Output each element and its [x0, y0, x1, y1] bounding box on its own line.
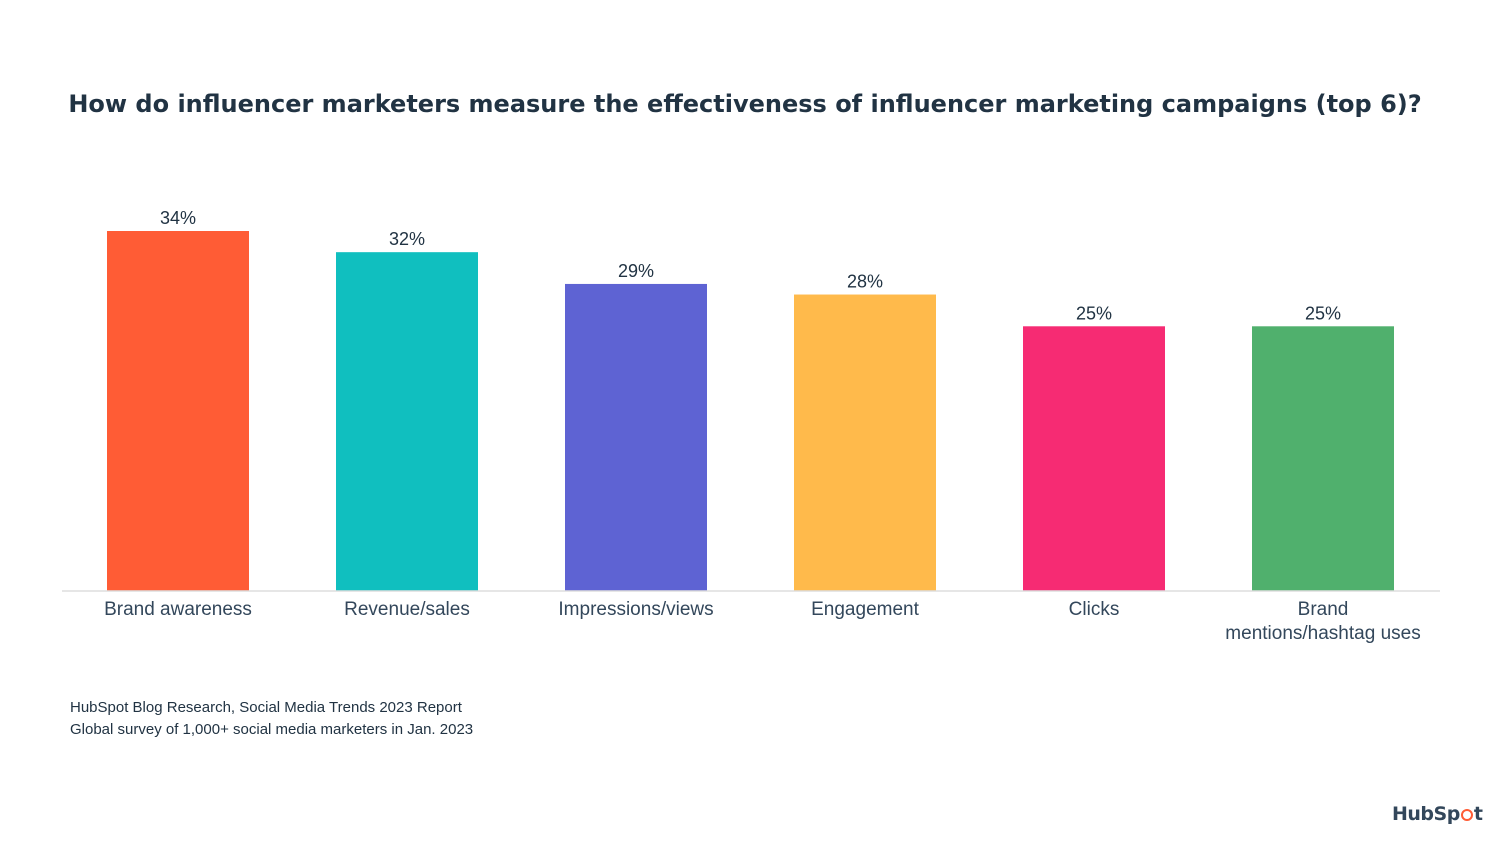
source-note: HubSpot Blog Research, Social Media Tren…: [70, 697, 473, 741]
category-label-2: Revenue/sales: [344, 599, 470, 620]
category-label-1: Brand awareness: [104, 599, 252, 620]
category-label-6-line-1: Brand: [1298, 599, 1349, 620]
category-label-3: Impressions/views: [558, 599, 713, 620]
source-line-2: Global survey of 1,000+ social media mar…: [70, 721, 474, 738]
bar-3: [565, 283, 707, 591]
bar-1: [107, 231, 249, 591]
bars-group: 34% Brand awareness 32% Revenue/sales 29% Imp…: [104, 208, 1421, 644]
value-label-3: 29%: [618, 261, 654, 281]
value-label-2: 32%: [389, 229, 425, 249]
bar-4: [794, 294, 936, 591]
hubspot-logo: HubSp t: [1392, 803, 1483, 825]
bar-6: [1252, 326, 1394, 591]
chart-title: How do influencer marketers measure the …: [68, 90, 1421, 118]
logo-text-end: t: [1473, 803, 1483, 825]
value-label-5: 25%: [1076, 303, 1112, 323]
bar-5: [1023, 326, 1165, 591]
source-line-1: HubSpot Blog Research, Social Media Tren…: [70, 699, 462, 716]
category-label-4: Engagement: [811, 599, 919, 620]
category-label-5: Clicks: [1069, 599, 1120, 620]
bar-2: [336, 252, 478, 592]
category-label-6-line-2: mentions/hashtag uses: [1225, 623, 1420, 644]
sprocket-icon: [1460, 809, 1473, 821]
value-label-6: 25%: [1305, 303, 1341, 323]
logo-text-start: HubSp: [1392, 803, 1460, 825]
value-label-1: 34%: [160, 208, 196, 228]
value-label-4: 28%: [847, 272, 883, 292]
